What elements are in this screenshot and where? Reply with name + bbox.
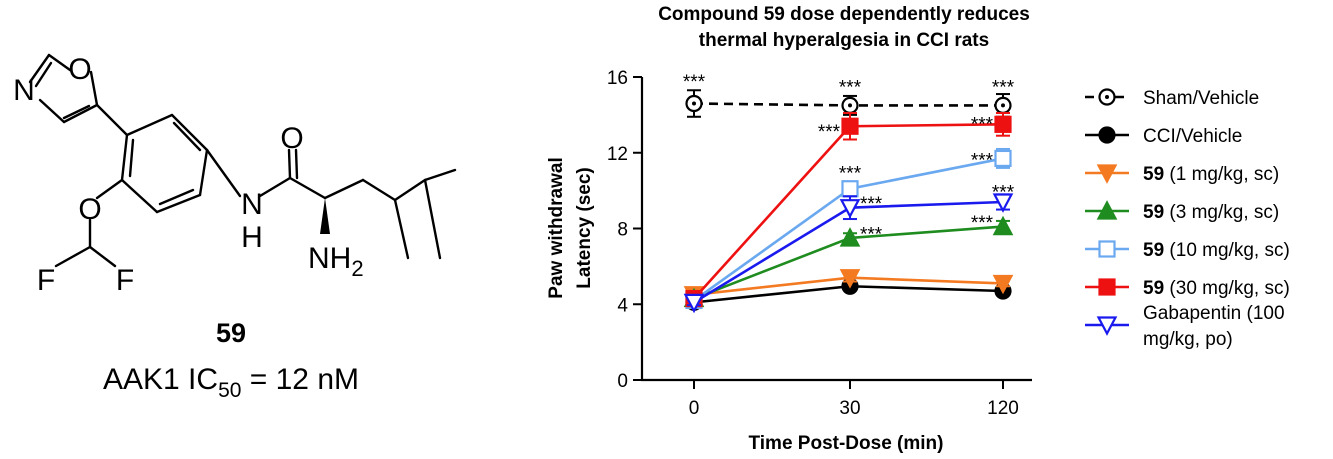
legend-item-5: 59 (30 mg/kg, sc): [1085, 278, 1290, 299]
significance-label: ***: [971, 213, 994, 234]
data-point: [992, 193, 1014, 213]
significance-label: ***: [839, 164, 862, 185]
legend-marker: [1096, 200, 1118, 220]
atom-f1: F: [37, 264, 55, 297]
series-0: [685, 89, 1012, 118]
legend-marker: [1096, 164, 1118, 184]
data-point: [839, 269, 861, 289]
significance-label: ***: [971, 114, 994, 135]
compound-label: 59: [216, 318, 246, 348]
legend-item-0: Sham/Vehicle: [1085, 88, 1259, 109]
oxazole-ring: [28, 53, 99, 124]
atom-nh2: NH2: [308, 242, 364, 281]
data-point-center: [692, 101, 696, 106]
legend: Sham/Vehicle CCI/Vehicle 59 (1 mg/kg, sc) 5…: [1085, 88, 1290, 350]
atom-o-ether: O: [78, 193, 101, 226]
x-axis-label: Time Post-Dose (min): [749, 433, 944, 454]
x-tick-label: 0: [689, 398, 700, 419]
legend-label: Sham/Vehicle: [1143, 88, 1259, 109]
significance-label: ***: [860, 224, 883, 245]
structure-atom-labels: N O O F F N H O NH2: [13, 53, 363, 297]
y-tick-label: 0: [617, 371, 628, 392]
legend-label: CCI/Vehicle: [1143, 126, 1242, 147]
atom-n-amide: N: [241, 188, 263, 221]
legend-item-1: CCI/Vehicle: [1085, 126, 1242, 147]
data-point: [994, 149, 1012, 168]
plot-area: 0 4 8 12 16 0 30 120 *** *** *** *** *** *** *** *** ***…: [607, 68, 1032, 419]
data-point: [839, 227, 861, 247]
legend-label: 59 (1 mg/kg, sc): [1143, 164, 1279, 185]
significance-label: ***: [818, 122, 841, 143]
legend-item-2: 59 (1 mg/kg, sc): [1085, 164, 1279, 185]
data-point-center: [1001, 103, 1005, 108]
chart-title-line-1: Compound 59 dose dependently reduces: [658, 4, 1030, 25]
ic50-label: AAK1 IC50 = 12 nM: [103, 363, 359, 402]
significance-label: ***: [971, 150, 994, 171]
data-point: [994, 115, 1012, 133]
x-tick-label: 30: [839, 398, 860, 419]
legend-item-6: Gabapentin (100 mg/kg, po): [1085, 303, 1285, 350]
data-point: [992, 274, 1014, 295]
legend-item-3: 59 (3 mg/kg, sc): [1085, 200, 1279, 223]
chemical-structure: [28, 53, 457, 268]
atom-n-ring: N: [13, 74, 35, 107]
y-tick-label: 8: [617, 220, 628, 241]
legend-marker: [1098, 278, 1116, 296]
legend-label: 59 (10 mg/kg, sc): [1143, 240, 1290, 261]
y-tick-label: 12: [607, 144, 628, 165]
chart-title-line-2: thermal hyperalgesia in CCI rats: [699, 30, 989, 51]
data-point-center: [848, 103, 852, 108]
legend-marker-center: [1105, 95, 1109, 99]
legend-label: 59 (3 mg/kg, sc): [1143, 202, 1279, 223]
x-tick-label: 120: [987, 398, 1019, 419]
benzene-ring: [95, 103, 209, 214]
significance-label: ***: [860, 194, 883, 215]
significance-label: ***: [992, 183, 1015, 204]
legend-item-4: 59 (10 mg/kg, sc): [1085, 240, 1290, 261]
legend-marker: [1096, 316, 1118, 336]
significance-label: ***: [839, 78, 862, 99]
legend-marker: [1098, 240, 1116, 258]
data-point: [683, 293, 705, 314]
significance-label: ***: [992, 78, 1015, 99]
legend-marker: [1098, 126, 1116, 144]
legend-label: Gabapentin (100 mg/kg, po): [1143, 303, 1285, 350]
atom-o-ring: O: [68, 53, 91, 86]
y-tick-label: 16: [607, 68, 628, 89]
data-point: [841, 117, 859, 135]
data-point: [992, 215, 1014, 236]
atom-o-carbonyl: O: [280, 122, 303, 155]
y-axis-label-line-1: Paw withdrawal: [546, 157, 567, 298]
y-axis-label-line-2: Latency (sec): [574, 167, 595, 288]
series-6: [683, 193, 1014, 314]
data-point: [839, 199, 861, 219]
atom-f2: F: [116, 264, 134, 297]
atom-h-amide: H: [241, 221, 263, 254]
y-tick-label: 4: [617, 295, 628, 316]
legend-label: 59 (30 mg/kg, sc): [1143, 278, 1290, 299]
significance-label: ***: [683, 72, 706, 93]
